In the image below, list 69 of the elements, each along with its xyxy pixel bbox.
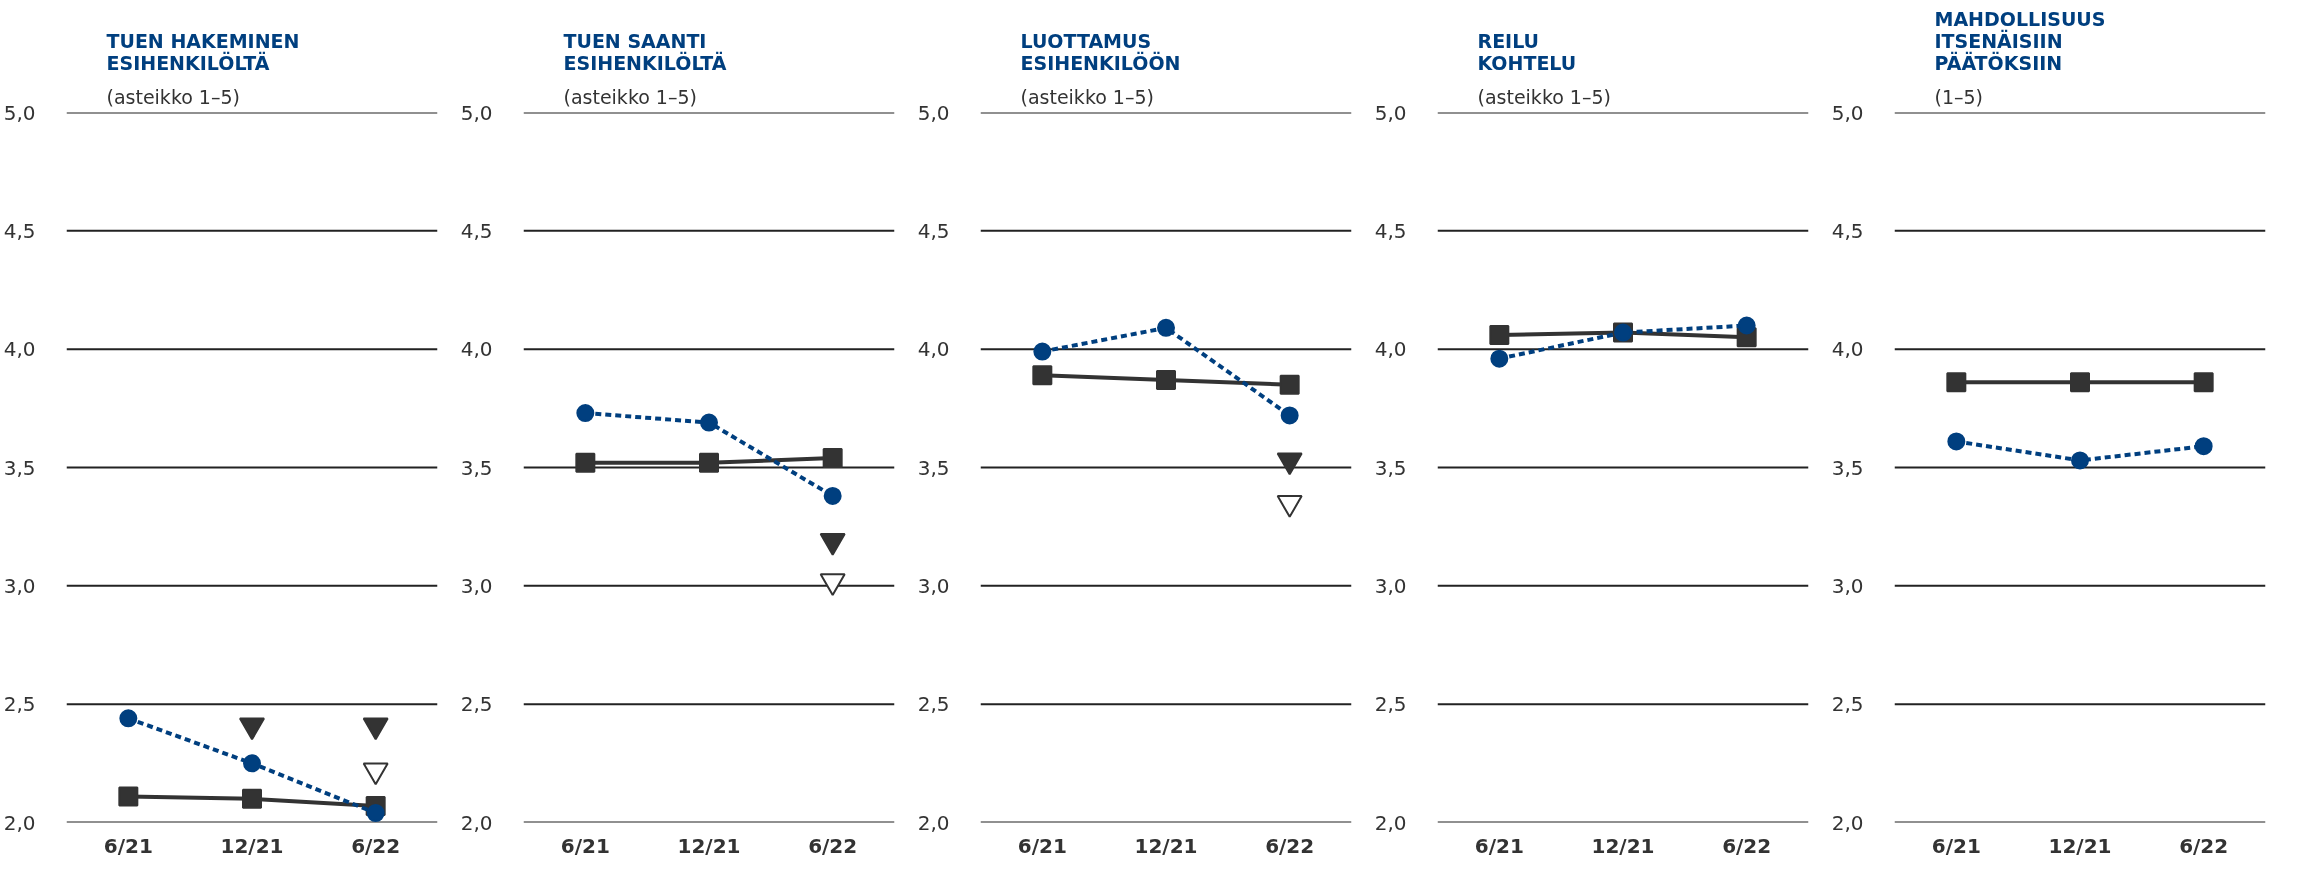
y-tick-label: 3,0 (3, 573, 36, 598)
point (2070, 372, 2090, 393)
x-tick-label: 6/21 (1931, 833, 1981, 858)
y-tick-label: 2,5 (460, 692, 493, 717)
y-tick-label: 3,0 (917, 573, 950, 598)
y-tick-label: 4,5 (1831, 218, 1864, 243)
y-tick-label: 3,5 (917, 455, 950, 480)
y-tick-label: 5,0 (460, 100, 493, 125)
y-tick-label: 4,5 (917, 218, 950, 243)
x-tick-label: 6/21 (1474, 833, 1524, 858)
y-tick-label: 4,5 (3, 218, 36, 243)
y-tick-label: 3,5 (460, 455, 493, 480)
point (1947, 432, 1966, 451)
chart-subtitle: (asteikko 1–5) (106, 85, 240, 108)
chart-subtitle: (asteikko 1–5) (563, 85, 697, 108)
y-tick-label: 2,0 (460, 810, 493, 835)
y-tick-label: 2,0 (3, 810, 36, 835)
y-tick-label: 2,0 (1831, 810, 1864, 835)
y-tick-label: 2,0 (1374, 810, 1407, 835)
y-tick-label: 5,0 (3, 100, 36, 125)
x-tick-label: 6/21 (103, 833, 153, 858)
y-tick-label: 5,0 (1374, 100, 1407, 125)
y-tick-label: 4,0 (917, 337, 950, 362)
chart-subtitle: (1–5) (1934, 85, 1984, 108)
x-tick-label: 6/22 (808, 833, 858, 858)
point (1489, 324, 1510, 345)
y-tick-label: 3,0 (1374, 573, 1407, 598)
point (2193, 372, 2214, 393)
chart-title: TUEN HAKEMINEN ESIHENKILÖLTÄ (106, 29, 300, 74)
y-tick-label: 4,0 (460, 337, 493, 362)
y-tick-label: 3,0 (460, 573, 493, 598)
y-tick-label: 4,5 (460, 218, 493, 243)
x-tick-label: 6/22 (1722, 833, 1772, 858)
y-tick-label: 3,0 (1831, 573, 1864, 598)
chart-title: REILU KOHTELU (1477, 29, 1577, 74)
y-tick-label: 2,5 (3, 692, 36, 717)
y-tick-label: 3,5 (1374, 455, 1407, 480)
x-tick-label: 6/22 (2179, 833, 2229, 858)
point (1490, 349, 1509, 368)
y-tick-label: 4,0 (3, 337, 36, 362)
point (1737, 316, 1756, 335)
y-tick-label: 2,5 (1374, 692, 1407, 717)
x-tick-label: 12/21 (1591, 833, 1655, 858)
x-tick-label: 12/21 (2048, 833, 2112, 858)
y-tick-label: 3,5 (1831, 455, 1864, 480)
x-tick-label: 6/21 (1017, 833, 1067, 858)
x-tick-label: 6/22 (351, 833, 401, 858)
x-tick-label: 12/21 (1134, 833, 1198, 858)
chart-subtitle: (asteikko 1–5) (1020, 85, 1154, 108)
y-tick-label: 4,0 (1831, 337, 1864, 362)
chart-title: LUOTTAMUS ESIHENKILÖÖN (1020, 29, 1181, 74)
point (2071, 451, 2089, 470)
y-tick-label: 2,0 (917, 810, 950, 835)
y-tick-label: 2,5 (917, 692, 950, 717)
point (1946, 372, 1967, 393)
y-tick-label: 5,0 (917, 100, 950, 125)
chart-title: TUEN SAANTI ESIHENKILÖLTÄ (563, 29, 727, 74)
y-tick-label: 5,0 (1831, 100, 1864, 125)
chart-subtitle: (asteikko 1–5) (1477, 85, 1611, 108)
y-tick-label: 4,0 (1374, 337, 1407, 362)
x-tick-label: 12/21 (677, 833, 741, 858)
x-tick-label: 6/22 (1265, 833, 1315, 858)
y-tick-label: 4,5 (1374, 218, 1407, 243)
x-tick-label: 12/21 (220, 833, 284, 858)
y-tick-label: 3,5 (3, 455, 36, 480)
point (2194, 437, 2213, 456)
chart-title: MAHDOLLISUUS ITSENÄISIIN PÄÄTÖKSIIN (1934, 7, 2106, 74)
x-tick-label: 6/21 (560, 833, 610, 858)
y-tick-label: 2,5 (1831, 692, 1864, 717)
